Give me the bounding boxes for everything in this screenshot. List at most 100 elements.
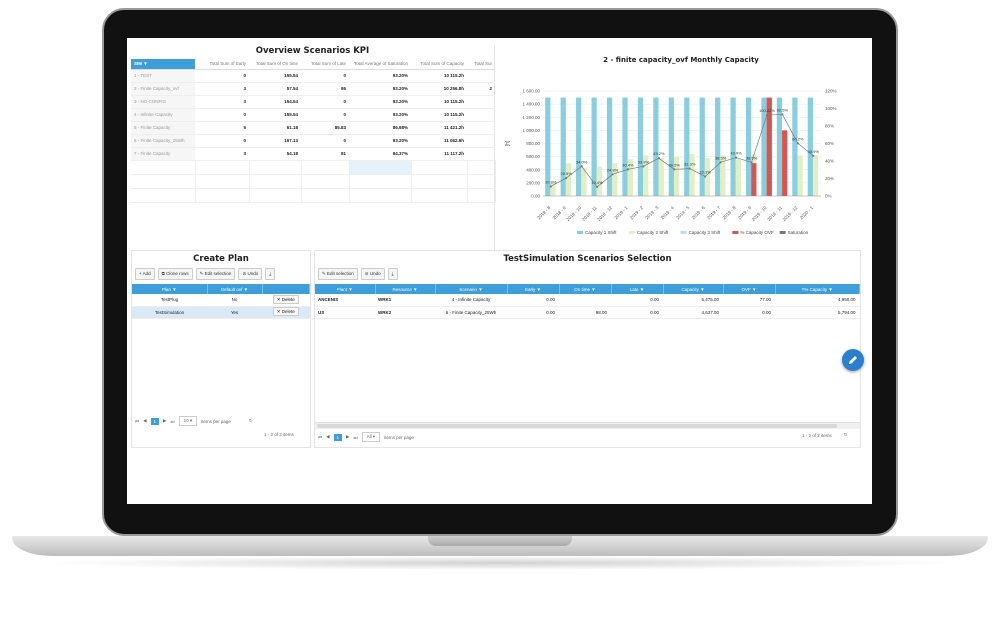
kpi-header[interactable]: Total Sum of On time xyxy=(249,59,301,70)
kpi-header[interactable]: Total Sum of Early xyxy=(195,59,249,70)
next-page-icon[interactable]: ▶ xyxy=(163,418,167,423)
legend-swatch xyxy=(680,231,687,234)
kpi-cell: 155.54 xyxy=(249,108,301,122)
export-icon[interactable]: ⤓ xyxy=(387,268,398,280)
x-tick-label: 2019 - 3 xyxy=(644,205,660,221)
kpi-cell: 54.18 xyxy=(249,147,301,161)
table-row[interactable]: 7 - Finite Capacity 3 54.18 81 84.37% 11 117.… xyxy=(131,147,495,161)
add-button[interactable]: + Add xyxy=(135,268,155,280)
scen-header[interactable]: On time ▼ xyxy=(559,284,612,294)
legend-swatch xyxy=(577,231,583,234)
data-label: 45.9% xyxy=(808,149,820,154)
scenario-title: TestSimulation Scenarios Selection xyxy=(503,254,672,264)
data-label: 22.3% xyxy=(699,169,711,174)
saturation-point xyxy=(688,167,691,170)
kpi-cell: 5 xyxy=(195,121,249,135)
bar-capacity-1-shift xyxy=(699,97,705,196)
table-row[interactable]: 5 - Finite Capacity 5 61.18 85.83 86.68% 11 4… xyxy=(131,121,495,135)
scen-header[interactable]: Late ▼ xyxy=(611,284,664,294)
prev-page-icon[interactable]: ◀ xyxy=(143,418,147,423)
bar-capacity-2-shift xyxy=(704,157,711,196)
current-page[interactable]: 1 xyxy=(333,433,343,441)
scen-header[interactable]: Scenario ▼ xyxy=(435,284,508,294)
first-page-icon[interactable]: ⏮ xyxy=(318,434,323,440)
undo-button[interactable]: ⊘ Undo xyxy=(360,268,385,280)
y2-tick-label: 100% xyxy=(825,106,837,111)
empty-row xyxy=(131,174,496,189)
table-row[interactable]: 6 - Finite Capacity_25Wh 0 167.13 0 93.20% 11… xyxy=(131,134,495,148)
kpi-cell xyxy=(467,108,495,122)
edit-selection-button[interactable]: ✎ Edit selection xyxy=(318,268,358,280)
last-page-icon[interactable]: ⏭ xyxy=(170,418,175,424)
current-page[interactable]: 1 xyxy=(150,417,160,425)
export-icon[interactable]: ⤓ xyxy=(265,268,276,280)
prev-page-icon[interactable]: ◀ xyxy=(326,434,330,439)
scenario-grid: Plant ▼ Resource ▼ Scenario ▼ Early ▼ On… xyxy=(315,284,860,319)
kpi-cell: 0 xyxy=(195,108,249,122)
saturation-point xyxy=(549,185,552,188)
scenario-cell: US xyxy=(315,306,375,319)
table-row[interactable]: 3 - NO CONFIG 3 154.54 0 93.20% 10 115.2h xyxy=(131,95,495,109)
clone-rows-button[interactable]: ⧉ Clone rows xyxy=(157,268,193,280)
plan-header-default-ovf[interactable]: Default ovf ▼ xyxy=(207,284,263,294)
kpi-cell: 3 - NO CONFIG xyxy=(131,95,195,109)
table-row[interactable]: 2 - Finite Capacity_ovf 3 57.54 95 93.20% 10 … xyxy=(131,82,495,96)
scen-header[interactable]: Resource ▼ xyxy=(375,284,436,294)
x-tick-label: 2020 - 1 xyxy=(799,205,815,221)
bar-capacity-1-shift xyxy=(576,97,582,196)
table-row[interactable]: ANCENIS WRK1 4 - Infinite Capacity 0.00 0.00… xyxy=(315,294,860,307)
kpi-cell: 10 115.2h xyxy=(411,108,467,122)
scen-header[interactable]: Early ▼ xyxy=(507,284,560,294)
refresh-icon[interactable]: ↻ xyxy=(248,418,253,423)
edit-fab-button[interactable] xyxy=(842,349,864,371)
bar-capacity-1-shift xyxy=(745,97,752,196)
table-row[interactable]: US WRK2 6 - Finite Capacity_25Wh 0.00 98.00 0… xyxy=(315,306,860,319)
scrollbar-thumb[interactable] xyxy=(317,424,837,428)
empty-row xyxy=(131,188,496,203)
first-page-icon[interactable]: ⏮ xyxy=(135,418,140,424)
laptop-base xyxy=(12,536,988,556)
scen-header[interactable]: T% Capacity ▼ xyxy=(775,284,860,294)
per-page-select[interactable]: 10 ▾ xyxy=(178,416,198,426)
scen-header[interactable]: Plant ▼ xyxy=(315,284,376,294)
last-page-icon[interactable]: ⏭ xyxy=(353,434,358,440)
scenario-cell: 4 - Infinite Capacity xyxy=(435,294,507,307)
refresh-icon[interactable]: ↻ xyxy=(843,432,848,437)
undo-button[interactable]: ⊘ Undo xyxy=(238,268,263,280)
bar-capacity-2-shift xyxy=(596,166,602,196)
chart-title: 2 - finite capacity_ovf Monthly Capacity xyxy=(603,56,759,64)
scen-header[interactable]: OVF ▼ xyxy=(723,284,776,294)
scen-header[interactable]: Capacity ▼ xyxy=(663,284,724,294)
edit-selection-button[interactable]: ✎ Edit selection xyxy=(195,268,236,280)
horizontal-scrollbar[interactable] xyxy=(315,422,860,429)
kpi-header[interactable]: Total Sur xyxy=(467,59,495,70)
delete-button[interactable]: ✕ Delete xyxy=(272,294,299,304)
x-tick-label: 2019 - 7 xyxy=(706,205,722,221)
table-row[interactable]: 4 - Infinite Capacity 0 155.54 0 93.20% 10 11… xyxy=(131,108,495,122)
plan-cell: TestSimulation xyxy=(132,306,207,319)
scenario-cell: 5,794.00 xyxy=(775,306,860,319)
y-tick-label: 1 400.00 xyxy=(522,102,540,107)
kpi-cell: 0 xyxy=(301,134,349,148)
kpi-cell: 93.20% xyxy=(349,108,411,122)
kpi-header[interactable]: Total Average of Saturation xyxy=(349,59,411,70)
scenario-summary: 1 - 2 of 2 items ↻ xyxy=(802,432,848,438)
plan-header-plan[interactable]: Plan ▼ xyxy=(132,284,208,294)
scenario-cell: 0.00 xyxy=(611,294,663,307)
next-page-icon[interactable]: ▶ xyxy=(346,434,350,439)
saturation-point xyxy=(704,175,707,178)
kpi-cell: 167.13 xyxy=(249,134,301,148)
delete-button[interactable]: ✕ Delete xyxy=(272,307,299,316)
kpi-header[interactable]: Total Sum of Late xyxy=(301,59,349,70)
per-page-select[interactable]: All ▾ xyxy=(361,432,381,442)
table-row[interactable]: 1 - TEST 0 155.54 0 93.20% 10 115.2h xyxy=(131,69,495,83)
chart-panel: 2 - finite capacity_ovf Monthly Capacity… xyxy=(499,46,863,246)
kpi-cell: 95 xyxy=(301,82,349,96)
y-tick-label: 800.00 xyxy=(526,141,540,146)
x-tick-label: 2019 - 1 xyxy=(613,205,629,221)
table-row[interactable]: TestSimulation Yes ✕ Delete xyxy=(132,306,310,319)
kpi-header-sim[interactable]: SIM ▼ xyxy=(131,59,195,70)
table-row[interactable]: TestPlug No ✕ Delete xyxy=(132,294,310,307)
scenario-cell: 4,950.00 xyxy=(775,294,860,307)
kpi-header[interactable]: Total Sum of Capacity xyxy=(411,59,467,70)
